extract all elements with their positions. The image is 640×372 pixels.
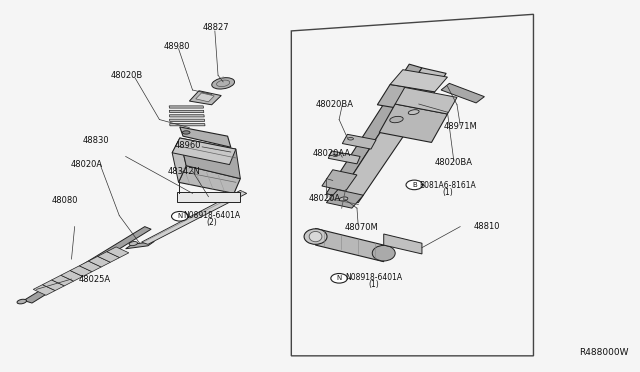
- Polygon shape: [196, 93, 214, 102]
- Ellipse shape: [333, 154, 338, 157]
- Polygon shape: [107, 247, 129, 257]
- Text: B081A6-8161A: B081A6-8161A: [419, 181, 476, 190]
- Text: (1): (1): [369, 280, 380, 289]
- Text: 48020B: 48020B: [110, 71, 143, 80]
- Polygon shape: [33, 285, 55, 295]
- Ellipse shape: [390, 116, 403, 123]
- Polygon shape: [342, 134, 376, 149]
- Text: 48827: 48827: [203, 23, 230, 32]
- Ellipse shape: [212, 78, 234, 89]
- Text: 48980: 48980: [163, 42, 190, 51]
- Polygon shape: [24, 227, 151, 303]
- Text: 48020BA: 48020BA: [435, 158, 473, 167]
- Text: B: B: [412, 182, 417, 188]
- Text: 48342N: 48342N: [167, 167, 200, 176]
- Ellipse shape: [17, 299, 26, 304]
- Polygon shape: [189, 91, 221, 105]
- Text: (1): (1): [442, 188, 453, 197]
- Text: 48020A: 48020A: [70, 160, 103, 169]
- Polygon shape: [326, 64, 422, 198]
- Polygon shape: [316, 228, 384, 262]
- Ellipse shape: [129, 241, 138, 246]
- Polygon shape: [338, 68, 446, 203]
- Polygon shape: [395, 87, 457, 114]
- Text: N: N: [337, 275, 342, 281]
- Polygon shape: [170, 119, 205, 121]
- Ellipse shape: [348, 137, 353, 140]
- Polygon shape: [378, 84, 435, 112]
- Polygon shape: [326, 190, 364, 208]
- Polygon shape: [38, 250, 125, 293]
- Polygon shape: [180, 127, 231, 147]
- Text: 48070M: 48070M: [344, 223, 378, 232]
- Text: 48830: 48830: [83, 136, 109, 145]
- Polygon shape: [384, 234, 422, 254]
- Ellipse shape: [372, 246, 395, 261]
- Polygon shape: [98, 251, 120, 262]
- Polygon shape: [170, 124, 205, 126]
- Text: 48025A: 48025A: [79, 275, 111, 283]
- Text: 48020BA: 48020BA: [316, 100, 354, 109]
- Text: N08918-6401A: N08918-6401A: [346, 273, 403, 282]
- Polygon shape: [172, 138, 186, 182]
- Text: 48971M: 48971M: [444, 122, 477, 131]
- Text: 48020AA: 48020AA: [312, 149, 351, 158]
- Text: N: N: [177, 213, 182, 219]
- Text: N08918-6401A: N08918-6401A: [183, 211, 240, 220]
- Polygon shape: [70, 266, 92, 276]
- Polygon shape: [170, 115, 204, 117]
- Polygon shape: [180, 138, 241, 179]
- Polygon shape: [380, 104, 447, 142]
- Polygon shape: [172, 138, 236, 164]
- Ellipse shape: [339, 197, 348, 201]
- Polygon shape: [42, 280, 65, 291]
- Polygon shape: [61, 270, 83, 281]
- Polygon shape: [52, 275, 74, 286]
- Text: 48020A: 48020A: [309, 194, 341, 203]
- Circle shape: [331, 273, 348, 283]
- Polygon shape: [79, 261, 101, 272]
- Text: (2): (2): [206, 218, 217, 227]
- Polygon shape: [141, 190, 246, 244]
- Polygon shape: [328, 151, 360, 164]
- Polygon shape: [322, 170, 357, 191]
- Ellipse shape: [304, 229, 327, 244]
- Circle shape: [406, 180, 422, 190]
- Ellipse shape: [408, 110, 419, 115]
- Polygon shape: [170, 110, 204, 112]
- Polygon shape: [441, 83, 484, 103]
- Polygon shape: [390, 70, 447, 92]
- Ellipse shape: [182, 131, 190, 134]
- Polygon shape: [125, 241, 154, 249]
- Text: R488000W: R488000W: [580, 347, 629, 357]
- Text: 48080: 48080: [52, 196, 78, 205]
- Polygon shape: [88, 256, 111, 267]
- Ellipse shape: [309, 231, 322, 242]
- FancyBboxPatch shape: [177, 192, 241, 202]
- Polygon shape: [169, 106, 204, 108]
- Polygon shape: [179, 166, 241, 193]
- Circle shape: [172, 211, 188, 221]
- Text: 48810: 48810: [474, 222, 500, 231]
- Text: 48960: 48960: [174, 141, 201, 150]
